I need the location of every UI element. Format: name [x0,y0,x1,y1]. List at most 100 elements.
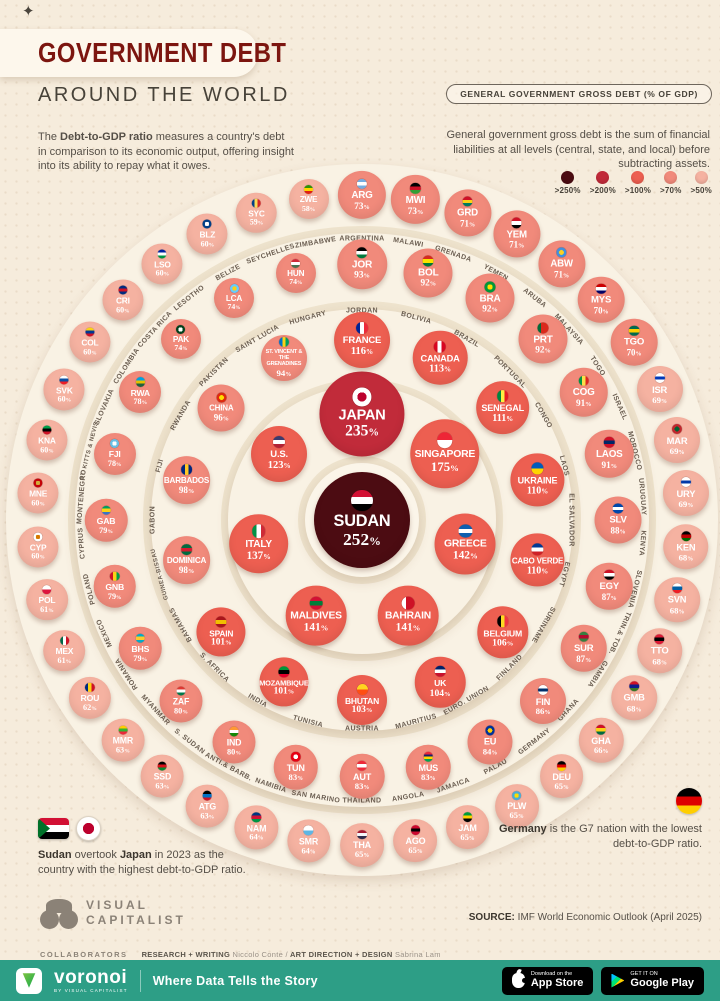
intro-text: The Debt-to-GDP ratio measures a country… [38,130,296,174]
bubble-country-name: BRA [479,293,501,305]
country-flag-icon [596,724,606,735]
bubble-debt-value: 70% [593,305,609,316]
bubble-debt-value: 86% [535,706,551,717]
bubble-ken: KEN 68% [663,524,709,570]
bubble-debt-value: 116% [350,345,374,357]
bubble-mex: MEX 61% [43,629,86,672]
bubble-country-name: SMR [298,836,319,847]
bubble-tun: TUN 83% [273,745,318,790]
bubble-ury: URY 69% [662,470,709,517]
bubble-st-vincent-the-grenadines: ST. VINCENT & THE GRENADINES 94% [260,334,307,381]
google-play-badge[interactable]: GET IT ON Google Play [601,966,704,995]
bubble-debt-value: 71% [459,218,476,229]
bubble-debt-value: 65% [460,831,475,842]
bubble-egy: EGY 87% [586,563,633,610]
bubble-country-name: GNB [105,581,125,592]
bubble-country-name: SPAIN [209,628,234,639]
bubble-country-name: MAR [666,435,688,447]
bubble-country-name: AGO [405,836,426,846]
bubble-country-name: IND [226,737,242,748]
bubble-country-name: COG [572,387,595,399]
country-flag-icon [356,683,368,695]
bubble-atg: ATG 63% [185,784,229,828]
bubble-ago: AGO 65% [393,818,438,863]
bubble-country-name: PAK [172,334,189,344]
bubble-bahrain: BAHRAIN 141% [377,585,439,646]
bubble-debt-value: 74% [289,276,303,286]
country-flag-icon [176,324,186,334]
bubble-debt-value: 103% [351,705,373,716]
country-flag-icon [357,760,367,771]
bubble-zaf: ZAF 80% [159,679,203,723]
country-flag-icon [59,375,69,385]
bubble-cyp: CYP 60% [17,526,59,568]
legend-dot [631,171,645,184]
voronoi-logo-icon [16,967,42,994]
bubble-sudan: SUDAN 252% [314,472,410,568]
bubble-grd: GRD 71% [443,189,492,237]
app-store-badge[interactable]: Download on the App Store [501,966,594,995]
bubble-belgium: BELGIUM 106% [477,606,529,658]
bubble-prt: PRT 92% [518,314,568,364]
country-flag-icon [462,812,473,822]
bubble-country-name: TGO [623,337,645,349]
bubble-country-name: GRD [457,207,478,219]
bubble-country-name: SVN [667,594,687,605]
bubble-country-name: SINGAPORE [414,448,476,460]
country-flag-icon [628,325,640,337]
bubble-country-name: BAHRAIN [384,610,432,622]
bubble-country-name: TTO [650,645,669,656]
bubble-debt-value: 65% [408,845,423,855]
country-flag-icon [537,322,549,333]
bubble-country-name: BHS [131,643,150,654]
bubble-u-s: U.S. 123% [251,425,308,482]
bubble-debt-value: 69% [669,445,685,456]
bubble-country-name: SSD [153,772,172,782]
bubble-bra: BRA 92% [465,273,515,323]
country-flag-icon [462,196,473,207]
bubble-debt-value: 74% [174,343,188,353]
bubble-debt-value: 65% [554,780,569,791]
bubble-debt-value: 92% [535,345,551,355]
legend-dot [664,171,678,184]
bubble-debt-value: 235% [345,422,379,440]
bubble-debt-value: 60% [31,551,45,561]
bubble-country-name: MMR [112,735,134,746]
country-flag-icon [278,666,290,678]
bubble-debt-value: 68% [669,605,685,616]
country-flag-icon [437,432,453,448]
bubble-country-name: POL [38,595,56,606]
bubble-abw: ABW 71% [538,239,586,288]
bubble-country-name: CRI [115,295,130,306]
bubble-debt-value: 71% [509,239,525,250]
bubble-country-name: COL [81,337,99,348]
bubble-laos: LAOS 91% [585,429,634,478]
bubble-pak: PAK 74% [160,318,201,359]
bubble-canada: CANADA 113% [412,330,468,386]
country-flag-icon [135,633,145,643]
source-line: SOURCE: IMF World Economic Outlook (Apri… [468,912,702,923]
country-flag-icon [485,725,495,736]
country-flag-icon [229,284,239,294]
bubble-debt-value: 59% [249,217,264,227]
bubble-hun: HUN 74% [275,252,316,293]
country-flag-icon [556,761,567,771]
bubble-gab: GAB 79% [84,498,128,542]
legend-label: >100% [624,186,652,195]
bubble-country-name: BARBADOS [163,475,210,485]
bubble-country-name: MUS [418,762,439,773]
country-flag-icon [578,375,590,387]
bubble-debt-value: 123% [267,459,291,471]
bubble-debt-value: 61% [57,655,72,665]
bubble-country-name: ZWE [299,195,318,205]
bubble-svk: SVK 60% [43,368,85,410]
bubble-debt-value: 175% [430,460,459,475]
divider [139,969,141,992]
country-flag-icon [33,532,43,542]
bubble-country-name: RWA [130,387,151,398]
page-subtitle: AROUND THE WORLD [38,84,290,106]
bubble-plw: PLW 65% [494,783,539,828]
bubble-france: FRANCE 116% [334,312,390,368]
legend-dot [596,171,610,184]
